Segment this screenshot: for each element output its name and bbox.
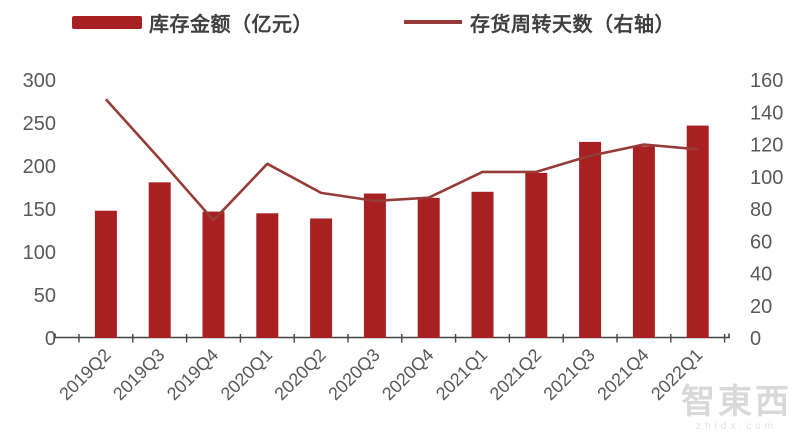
bar-2021Q1 — [471, 191, 494, 338]
legend-item-turnover-days: 存货周转天数（右轴） — [404, 10, 675, 36]
bar-2021Q3 — [579, 141, 602, 338]
y-axis-left-tick-label: 100 — [23, 242, 56, 264]
x-axis-tick-label: 2019Q3 — [109, 345, 168, 404]
bar-2021Q4 — [632, 146, 655, 338]
watermark-domain: zhidx.com — [695, 421, 777, 432]
x-axis-tick-label: 2021Q1 — [432, 345, 491, 404]
y-axis-right-tick-label: 60 — [750, 231, 772, 253]
y-axis-left-tick-label: 250 — [23, 113, 56, 135]
x-axis-tick-label: 2021Q3 — [539, 345, 598, 404]
line-series-swatch — [404, 20, 462, 24]
bar-2022Q1 — [686, 125, 709, 338]
bar-2021Q2 — [525, 172, 548, 338]
bar-2020Q3 — [363, 193, 386, 338]
bar-2020Q4 — [417, 197, 440, 338]
y-axis-left-tick-label: 200 — [23, 156, 56, 178]
x-axis-line — [54, 333, 730, 339]
y-axis-right-tick-label: 80 — [750, 199, 772, 221]
y-axis-left-tick-label: 150 — [23, 199, 56, 221]
legend-label-turnover-days: 存货周转天数（右轴） — [470, 13, 675, 36]
y-axis-right-tick-label: 140 — [750, 102, 783, 124]
x-axis-tick-label: 2020Q3 — [324, 345, 383, 404]
y-axis-right-tick-label: 20 — [750, 296, 772, 318]
bar-2019Q2 — [94, 210, 117, 338]
x-axis-tick-label: 2019Q2 — [55, 345, 114, 404]
y-axis-left-tick-label: 0 — [45, 328, 56, 350]
bar-series-swatch — [72, 15, 142, 29]
x-axis-tick-label: 2021Q4 — [593, 345, 652, 404]
x-axis-tick-label: 2020Q4 — [378, 345, 437, 404]
bar-2020Q1 — [256, 213, 279, 338]
y-axis-right-tick-label: 160 — [750, 70, 783, 92]
bar-2020Q2 — [310, 218, 333, 338]
legend-label-inventory-amount: 库存金额（亿元） — [149, 13, 313, 36]
y-axis-right-tick-label: 100 — [750, 167, 783, 189]
x-axis-tick-label: 2020Q2 — [270, 345, 329, 404]
x-axis-tick-label: 2021Q2 — [486, 345, 545, 404]
y-axis-right-tick-label: 40 — [750, 264, 772, 286]
x-axis-tick-label: 2020Q1 — [217, 345, 276, 404]
legend-item-inventory-amount: 库存金额（亿元） — [72, 10, 313, 36]
y-axis-right-tick-label: 120 — [750, 135, 783, 157]
y-axis-right-tick-label: 0 — [750, 328, 761, 350]
y-axis-left-tick-label: 50 — [34, 285, 56, 307]
watermark: 智東西 zhidx.com — [681, 385, 792, 432]
bar-2019Q3 — [148, 182, 171, 338]
bar-2019Q4 — [202, 211, 225, 338]
watermark-logo: 智東西 — [681, 383, 792, 421]
x-axis-tick-label: 2019Q4 — [163, 345, 222, 404]
y-axis-left-tick-label: 300 — [23, 70, 56, 92]
turnover-days-line — [104, 98, 698, 222]
